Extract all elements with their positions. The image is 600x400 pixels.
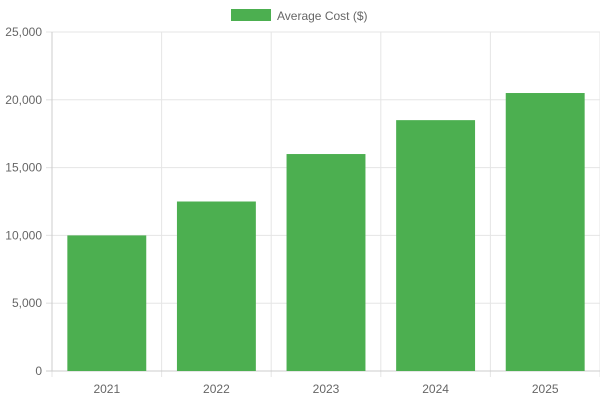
bar-2025[interactable] (505, 93, 585, 372)
legend-swatch (231, 9, 271, 21)
bar-2023[interactable] (286, 154, 366, 371)
y-tick-label: 0 (35, 364, 42, 378)
y-tick-label: 15,000 (5, 161, 42, 175)
y-tick-labels: 0 5,000 10,000 15,000 20,000 25,000 (5, 25, 42, 378)
bars (67, 93, 585, 372)
y-tick-label: 20,000 (5, 93, 42, 107)
x-tick-label-2023: 2023 (313, 382, 340, 396)
y-tick-label: 10,000 (5, 228, 42, 242)
y-tick-label: 25,000 (5, 25, 42, 39)
bar-2022[interactable] (176, 201, 256, 372)
bar-2021[interactable] (67, 235, 147, 371)
x-tick-label-2022: 2022 (203, 382, 230, 396)
x-tick-label-2024: 2024 (422, 382, 449, 396)
x-tick-labels: 2021 2022 2023 2024 2025 (93, 382, 558, 396)
x-tick-label-2021: 2021 (93, 382, 120, 396)
x-tick-label-2025: 2025 (532, 382, 559, 396)
y-tick-label: 5,000 (12, 296, 42, 310)
bar-2024[interactable] (396, 120, 476, 371)
legend-label-average-cost: Average Cost ($) (277, 9, 368, 23)
legend[interactable]: Average Cost ($) (231, 9, 368, 23)
